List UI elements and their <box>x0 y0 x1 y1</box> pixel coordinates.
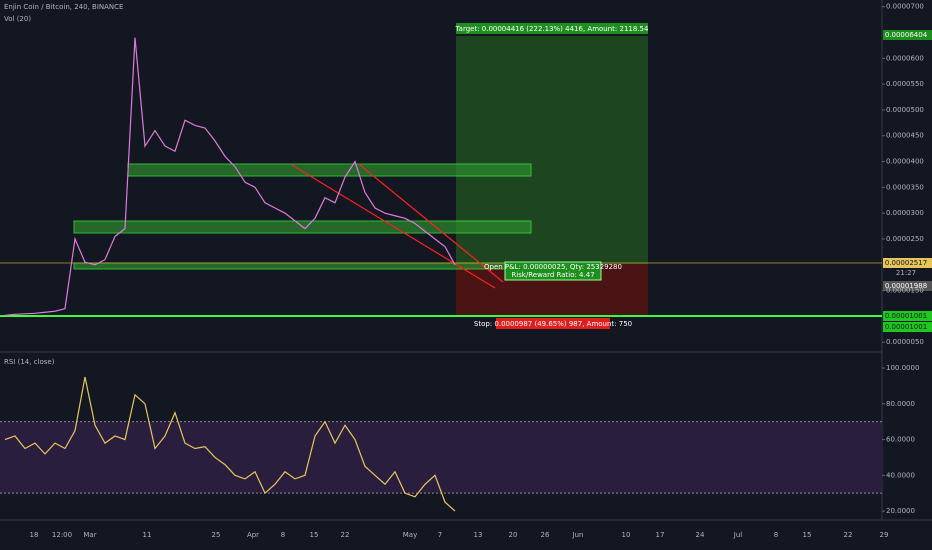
price-tag <box>883 281 932 291</box>
x-tick-label: 29 <box>880 531 889 539</box>
x-tick-label: Jun <box>572 531 584 539</box>
x-tick-label: 22 <box>844 531 853 539</box>
y-tick-label: 0.0000350 <box>886 183 924 191</box>
target-label: Target: 0.00004416 (222.13%) 4416, Amoun… <box>455 25 649 33</box>
stop-label: Stop: 0.0000987 (49.65%) 987, Amount: 75… <box>474 320 632 328</box>
volume-title: Vol (20) <box>4 15 31 23</box>
y-tick-label: 0.0000600 <box>886 54 924 62</box>
x-tick-label: Apr <box>247 531 259 539</box>
price-tag <box>883 322 932 332</box>
x-tick-label: 18 <box>30 531 39 539</box>
price-tag-label: 0.00001988 <box>885 282 927 290</box>
x-tick-label: 7 <box>438 531 442 539</box>
y-tick-label: 0.0000300 <box>886 209 924 217</box>
y-tick-label: 0.0000250 <box>886 235 924 243</box>
x-tick-label: May <box>403 531 417 539</box>
x-tick-label: 20 <box>509 531 518 539</box>
x-tick-label: 15 <box>310 531 319 539</box>
y-tick-label: 40.0000 <box>886 471 915 479</box>
price-tag <box>883 30 932 40</box>
countdown: 21:27 <box>896 269 916 277</box>
rsi-band <box>0 421 882 494</box>
price-line <box>4 37 456 316</box>
x-tick-label: 10 <box>622 531 631 539</box>
x-tick-label: 24 <box>696 531 705 539</box>
price-tag-label: 0.00001001 <box>885 323 927 331</box>
y-tick-label: 0.0000400 <box>886 158 924 166</box>
price-tag <box>883 311 932 321</box>
rsi-title: RSI (14, close) <box>4 358 55 366</box>
x-tick-label: Jul <box>733 531 743 539</box>
y-tick-label: 0.0000150 <box>886 287 924 295</box>
y-tick-label: 0.0000500 <box>886 106 924 114</box>
x-tick-label: 11 <box>143 531 152 539</box>
y-tick-label: 0.0000450 <box>886 132 924 140</box>
trend-line <box>359 164 504 283</box>
x-tick-label: 25 <box>212 531 221 539</box>
stop-label-box <box>496 318 610 329</box>
x-tick-label: 8 <box>281 531 285 539</box>
y-tick-label: 0.0000550 <box>886 80 924 88</box>
target-label-box <box>456 23 648 34</box>
y-tick-label: 20.0000 <box>886 507 915 515</box>
price-tag-label: 0.00002517 <box>885 259 927 267</box>
trend-line <box>291 164 496 289</box>
x-tick-label: Mar <box>83 531 96 539</box>
price-tag-label: 0.00006404 <box>885 31 928 39</box>
x-tick-label: 15 <box>803 531 812 539</box>
price-tag-label: 0.00001001 <box>885 312 927 320</box>
pnl-label: Open P&L: 0.00000025, Qty: 25329280 <box>484 263 622 271</box>
y-tick-label: 80.0000 <box>886 400 915 408</box>
x-tick-label: 8 <box>774 531 778 539</box>
x-tick-label: 12:00 <box>52 531 72 539</box>
ratio-label: Risk/Reward Ratio: 4.47 <box>511 271 594 279</box>
y-tick-label: 0.0000050 <box>886 338 924 346</box>
price-tag <box>883 258 932 268</box>
y-tick-label: 100.0000 <box>886 364 919 372</box>
y-tick-label: 0.0000700 <box>886 3 924 11</box>
pnl-box <box>504 261 602 281</box>
x-tick-label: 22 <box>341 531 350 539</box>
y-tick-label: 60.0000 <box>886 436 915 444</box>
x-tick-label: 26 <box>541 531 550 539</box>
price-line <box>4 376 456 512</box>
chart-title: Enjin Coin / Bitcoin, 240, BINANCE <box>4 3 123 11</box>
x-tick-label: 13 <box>474 531 483 539</box>
zone <box>127 163 532 177</box>
x-tick-label: 17 <box>656 531 665 539</box>
